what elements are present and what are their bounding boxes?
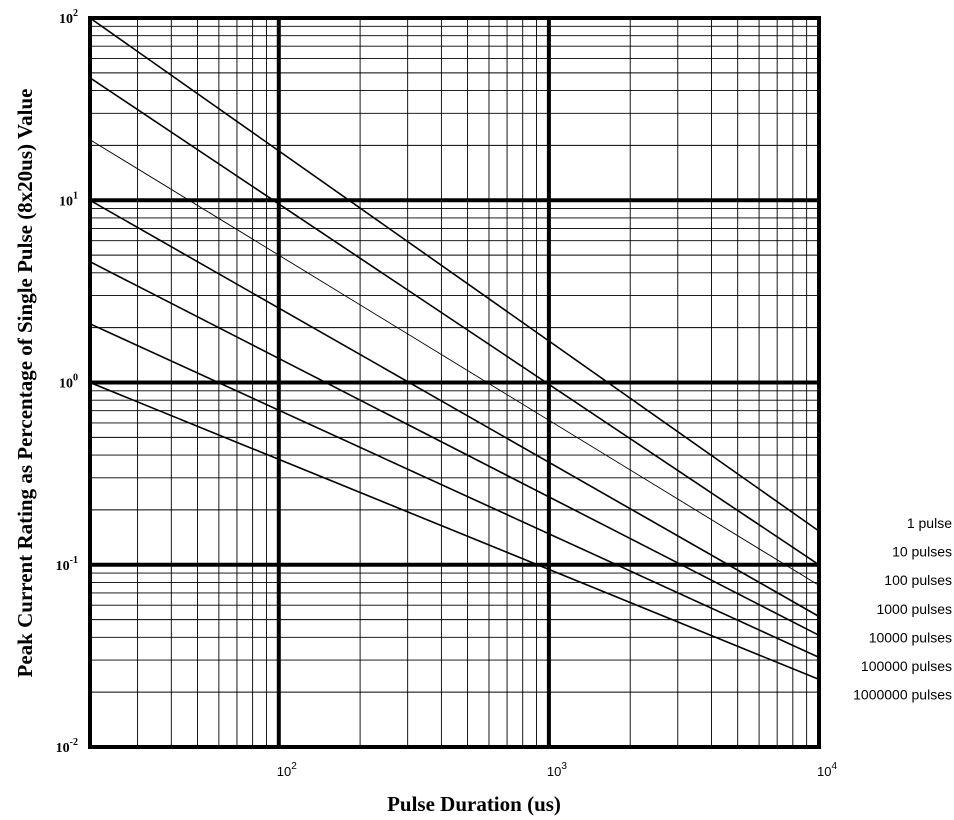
x-axis-label: Pulse Duration (us) [387, 792, 561, 816]
series-line-7 [89, 381, 820, 681]
series-line-1 [89, 17, 820, 532]
y-tick-label: 10-1 [56, 555, 78, 574]
y-tick-label: 101 [59, 190, 78, 209]
y-axis-label: Peak Current Rating as Percentage of Sin… [13, 89, 37, 678]
legend-label: 100000 pulses [861, 658, 952, 674]
legend-label: 100 pulses [884, 572, 952, 588]
series-line-6 [89, 323, 820, 659]
series-lines [89, 17, 820, 681]
legend-label: 1000000 pulses [853, 687, 952, 703]
series-line-5 [89, 260, 820, 637]
legend-label: 1 pulse [907, 515, 952, 531]
x-tick-label: 103 [547, 761, 567, 779]
legend-label: 10 pulses [892, 544, 952, 560]
legend-label: 10000 pulses [869, 629, 952, 645]
x-tick-label: 102 [277, 761, 297, 779]
legend-label: 1000 pulses [876, 601, 952, 617]
x-tick-label: 104 [817, 761, 837, 779]
y-tick-label: 10-2 [56, 737, 78, 756]
series-line-3 [89, 139, 820, 586]
y-tick-label: 100 [59, 373, 78, 392]
tick-labels: 102 101 100 10-1 10-2 102 103 104 [56, 8, 838, 779]
series-line-4 [89, 199, 820, 618]
legend: 1 pulse 10 pulses 100 pulses 1000 pulses 100… [853, 515, 952, 703]
y-tick-label: 102 [59, 8, 78, 27]
series-line-2 [89, 77, 820, 566]
